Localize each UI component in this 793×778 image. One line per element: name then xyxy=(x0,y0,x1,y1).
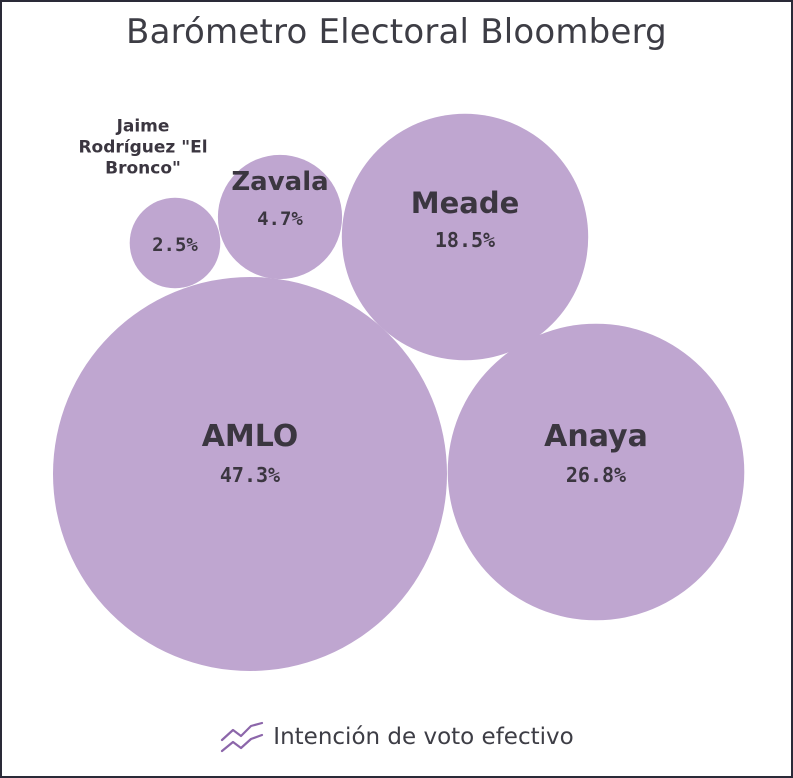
bubble-anaya xyxy=(447,323,745,621)
bubble-value-meade: 18.5% xyxy=(435,228,495,252)
bubble-value-anaya: 26.8% xyxy=(566,463,626,487)
bubble-zavala xyxy=(217,154,343,280)
bubble-value-zavala: 4.7% xyxy=(257,208,303,230)
bubble-value-amlo: 47.3% xyxy=(220,463,280,487)
bubble-meade xyxy=(341,113,589,361)
bubble-jaime-rodriguez-el-bronco xyxy=(129,197,221,289)
bubble-name-meade: Meade xyxy=(411,186,520,220)
bubble-name-zavala: Zavala xyxy=(231,167,328,197)
bubble-name-amlo: AMLO xyxy=(202,419,299,454)
chart-title: Barómetro Electoral Bloomberg xyxy=(126,12,667,52)
bubble-amlo xyxy=(53,277,447,671)
trend-lines-icon xyxy=(221,721,264,753)
legend: Intención de voto efectivo xyxy=(2,720,791,754)
bubble-value-jaime-rodriguez-el-bronco: 2.5% xyxy=(152,234,198,256)
bubble-name-anaya: Anaya xyxy=(544,419,648,454)
legend-label: Intención de voto efectivo xyxy=(273,724,574,750)
bubble-name-jaime-rodriguez-el-bronco: Jaime Rodríguez "El Bronco" xyxy=(78,117,207,179)
